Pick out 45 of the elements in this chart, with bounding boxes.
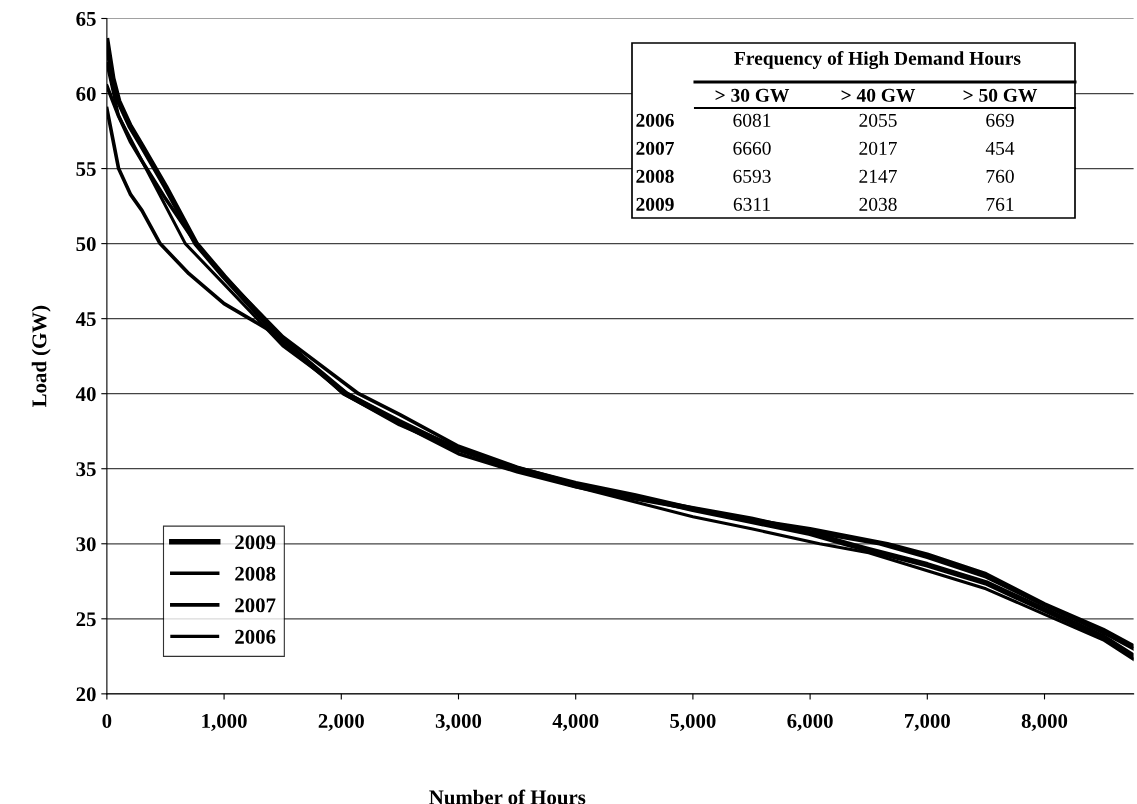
y-tick-label: 40: [75, 387, 96, 402]
annotation: 2009: [636, 197, 674, 211]
annotation: > 30 GW: [715, 88, 790, 102]
y-tick-label: 25: [76, 612, 96, 627]
annotation: 760: [986, 169, 1014, 183]
annotation: > 50 GW: [963, 88, 1038, 102]
annotation: 6311: [733, 197, 770, 211]
x-tick-label: 4,000: [552, 713, 599, 731]
annotation: > 40 GW: [841, 88, 916, 102]
y-tick-label: 30: [76, 537, 96, 552]
legend-label: 2007: [235, 598, 276, 613]
legend-label: 2006: [235, 629, 276, 644]
annotation: 6081: [733, 113, 771, 127]
annotation: 2038: [859, 197, 897, 211]
legend-label: 2008: [235, 566, 276, 581]
annotation: 2007: [636, 141, 674, 155]
annotation: 6593: [733, 169, 771, 183]
y-tick-label: 45: [75, 312, 96, 327]
annotation: 2017: [859, 141, 897, 155]
annotation: Frequency of High Demand Hours: [734, 51, 1021, 69]
y-tick-label: 50: [76, 236, 96, 252]
annotation: 2147: [859, 169, 897, 183]
annotation: 761: [986, 197, 1014, 211]
annotation: 454: [985, 141, 1015, 155]
x-tick-label: 3,000: [435, 713, 482, 731]
x-axis-title: Number of Hours: [429, 789, 586, 804]
annotation: 2055: [859, 113, 897, 127]
annotation: 2008: [636, 169, 674, 183]
x-tick-label: 2,000: [318, 713, 364, 731]
y-tick-label: 65: [76, 11, 96, 26]
y-tick-label: 20: [76, 687, 96, 702]
x-tick-label: 6,000: [787, 713, 833, 731]
x-tick-label: 0: [102, 713, 112, 728]
x-tick-label: 7,000: [905, 713, 950, 731]
y-axis-title: Load (GW): [31, 305, 51, 408]
x-tick-label: 1,000: [202, 713, 247, 731]
y-tick-label: 60: [76, 86, 96, 101]
y-tick-label: 35: [76, 462, 96, 477]
annotation: 669: [986, 113, 1014, 127]
annotation: 2006: [636, 113, 674, 127]
x-tick-label: 5,000: [670, 713, 716, 731]
annotation: 6660: [733, 141, 771, 155]
y-tick-label: 55: [76, 162, 96, 177]
x-tick-label: 8,000: [1021, 713, 1068, 731]
legend-label: 2009: [235, 535, 276, 550]
